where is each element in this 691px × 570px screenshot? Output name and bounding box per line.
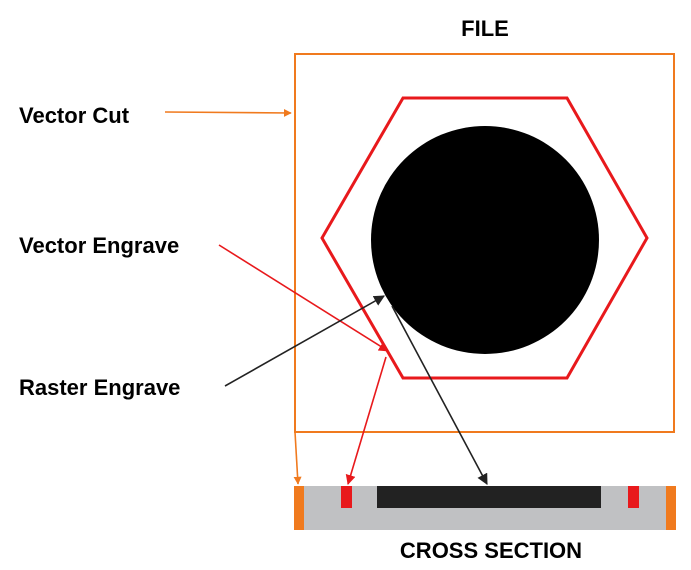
vector-cut-outline — [294, 53, 675, 433]
cross-section-cut-left — [294, 486, 304, 530]
cross-section-raster-pocket — [377, 486, 601, 508]
vector-engrave-hexagon — [320, 96, 649, 380]
cross-section-title: CROSS SECTION — [400, 538, 582, 563]
raster-engrave-label: Raster Engrave — [19, 375, 180, 400]
cross-section-engrave-right — [628, 486, 639, 508]
vector-engrave-label: Vector Engrave — [19, 233, 179, 258]
file-title: FILE — [461, 16, 509, 41]
raster-engrave-arrow — [224, 295, 385, 387]
vector-cut-section-arrow — [293, 431, 302, 485]
cross-section-engrave-left — [341, 486, 352, 508]
vector-engrave-arrow — [218, 244, 389, 352]
vector-engrave-section-arrow — [345, 356, 387, 485]
vector-cut-arrow — [164, 108, 292, 117]
raster-engrave-circle — [371, 126, 599, 354]
raster-engrave-section-arrow — [391, 305, 488, 485]
vector-cut-label: Vector Cut — [19, 103, 130, 128]
cross-section-cut-right — [666, 486, 676, 530]
